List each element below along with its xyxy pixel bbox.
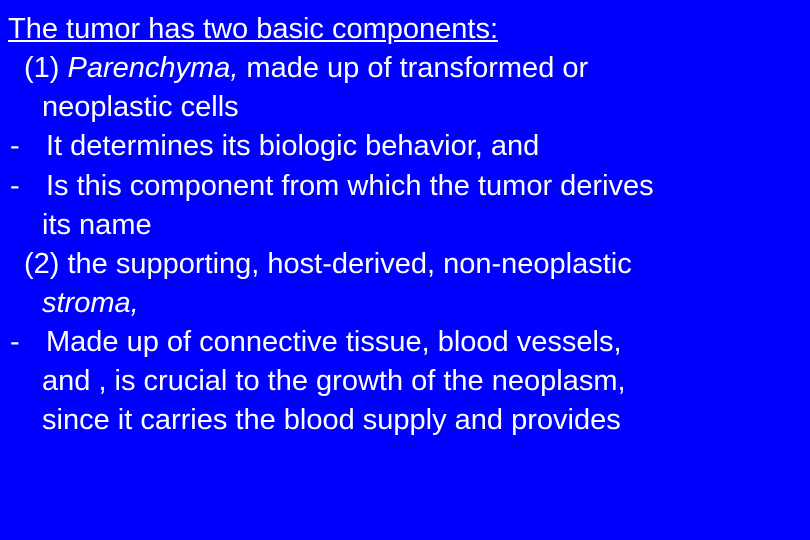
bullet-3: - Made up of connective tissue, blood ve… — [8, 323, 802, 362]
item-2-line-1: (2) the supporting, host-derived, non-ne… — [8, 245, 802, 284]
heading: The tumor has two basic components: — [8, 10, 802, 49]
dash-icon: - — [8, 323, 46, 362]
item-1-italic: Parenchyma, — [68, 52, 239, 84]
bullet-3-text-line-3: since it carries the blood supply and pr… — [8, 401, 802, 440]
dash-icon: - — [8, 167, 46, 206]
item-2-italic: stroma, — [8, 284, 802, 323]
bullet-1: - It determines its biologic behavior, a… — [8, 127, 802, 166]
bullet-2-text-line-1: Is this component from which the tumor d… — [46, 167, 802, 206]
item-1-line-2: neoplastic cells — [8, 88, 802, 127]
bullet-1-text: It determines its biologic behavior, and — [46, 127, 802, 166]
slide-content: The tumor has two basic components: (1) … — [8, 10, 802, 441]
dash-icon: - — [8, 127, 46, 166]
bullet-3-text-line-1: Made up of connective tissue, blood vess… — [46, 323, 802, 362]
bullet-3-text-line-2: and , is crucial to the growth of the ne… — [8, 362, 802, 401]
item-1-line-1: (1) Parenchyma, made up of transformed o… — [8, 49, 802, 88]
bullet-2-text-line-2: its name — [8, 206, 802, 245]
item-1-number: (1) — [24, 52, 59, 84]
bullet-2: - Is this component from which the tumor… — [8, 167, 802, 206]
item-1-rest: made up of transformed or — [238, 52, 588, 84]
